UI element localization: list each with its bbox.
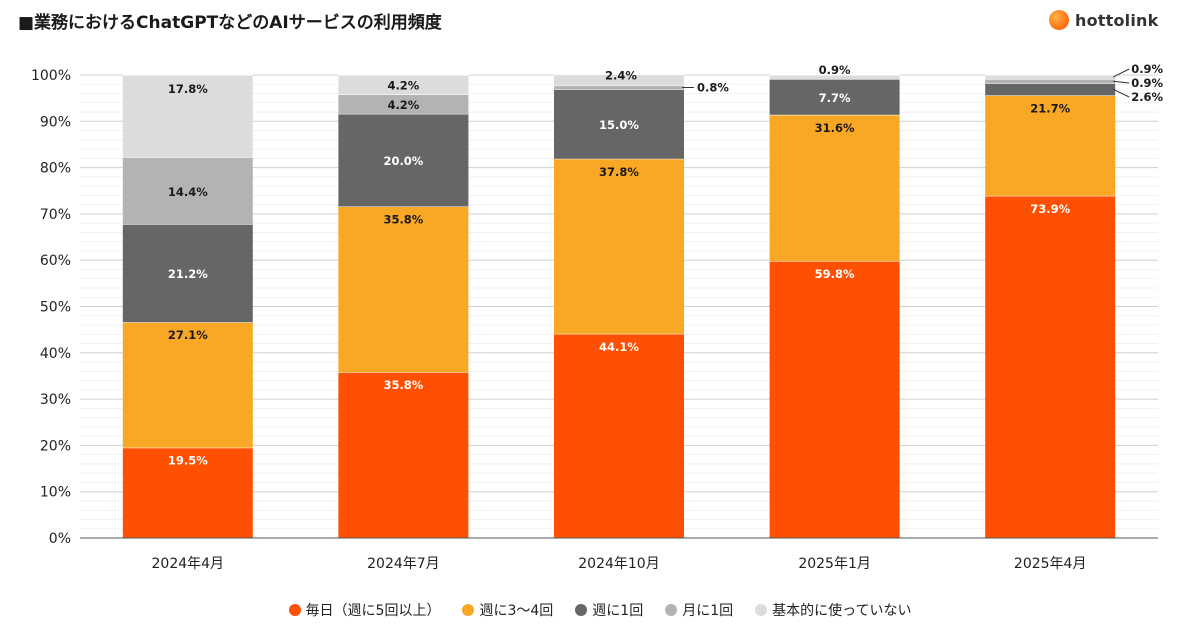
- data-label: 14.4%: [168, 185, 208, 199]
- callout-leader-line: [1113, 80, 1130, 84]
- brand-name: hottolink: [1075, 10, 1159, 30]
- bar-segment: [769, 79, 900, 115]
- data-label: 0.9%: [1131, 62, 1163, 76]
- bar-segment: [338, 372, 469, 538]
- data-label: 59.8%: [815, 267, 855, 281]
- data-label: 2.6%: [1131, 90, 1163, 104]
- y-tick-label: 50%: [40, 300, 71, 316]
- legend-label: 基本的に使っていない: [772, 603, 912, 619]
- y-tick-label: 80%: [40, 161, 71, 177]
- bar-segment: [338, 94, 469, 114]
- legend-label: 月に1回: [682, 603, 734, 619]
- data-label: 21.7%: [1030, 101, 1070, 115]
- data-label: 0.9%: [819, 63, 851, 77]
- bar-segment: [769, 75, 900, 80]
- legend-item: 週に1回: [575, 600, 643, 620]
- brand-logo: hottolink: [1049, 10, 1158, 30]
- bar-segment: [554, 89, 684, 159]
- data-label: 21.2%: [168, 267, 208, 281]
- bar-segment: [122, 447, 253, 538]
- data-label: 27.1%: [168, 328, 208, 342]
- bar-segment: [554, 85, 684, 90]
- y-tick-label: 10%: [40, 485, 71, 501]
- data-label: 15.0%: [599, 118, 639, 132]
- chart-legend: 毎日（週に5回以上） 週に3〜4回 週に1回 月に1回 基本的に使っていない: [0, 600, 1200, 620]
- bar-segment: [338, 113, 469, 207]
- legend-label: 週に1回: [592, 603, 644, 619]
- callout-leader-line: [1112, 88, 1130, 98]
- bar-segment: [985, 83, 1116, 96]
- data-label: 73.9%: [1030, 202, 1070, 216]
- bar-segment: [769, 114, 900, 262]
- data-label: 19.5%: [168, 454, 208, 468]
- bar-segment: [338, 75, 469, 95]
- y-tick-label: 90%: [40, 114, 71, 130]
- bar-segment: [769, 261, 900, 538]
- x-tick-label: 2024年4月: [152, 556, 225, 572]
- bar-segment: [122, 224, 253, 323]
- chart-title: ■業務におけるChatGPTなどのAIサービスの利用頻度: [18, 13, 442, 33]
- legend-swatch-icon: [575, 604, 588, 616]
- bar-segment: [985, 95, 1116, 196]
- data-label: 2.4%: [605, 69, 637, 83]
- data-label: 4.2%: [387, 98, 419, 112]
- data-label: 4.2%: [387, 79, 419, 93]
- bar-segment: [122, 322, 253, 448]
- data-label: 35.8%: [383, 212, 423, 226]
- legend-swatch-icon: [288, 604, 301, 616]
- data-label: 31.6%: [815, 121, 855, 135]
- x-tick-label: 2025年4月: [1014, 556, 1087, 572]
- legend-item: 基本的に使っていない: [755, 600, 911, 620]
- data-label: 35.8%: [383, 378, 423, 392]
- legend-swatch-icon: [665, 604, 678, 616]
- data-label: 17.8%: [168, 82, 208, 96]
- legend-item: 毎日（週に5回以上）: [288, 600, 441, 620]
- y-tick-label: 70%: [40, 207, 71, 223]
- y-tick-label: 0%: [49, 531, 71, 547]
- bar-segment: [554, 158, 684, 334]
- bar-segment: [338, 206, 469, 373]
- data-label: 0.9%: [1131, 76, 1163, 90]
- x-tick-label: 2024年7月: [367, 556, 440, 572]
- data-label: 20.0%: [383, 154, 423, 168]
- y-tick-label: 30%: [40, 392, 71, 408]
- legend-label: 週に3〜4回: [479, 603, 554, 619]
- y-tick-label: 40%: [40, 346, 71, 362]
- data-label: 37.8%: [599, 165, 639, 179]
- stacked-bar-chart: 0% 10% 20% 30% 40% 50% 60% 70% 80% 90% 100% 19.5% 27…: [31, 62, 1164, 572]
- legend-label: 毎日（週に5回以上）: [305, 603, 441, 619]
- data-label: 0.8%: [697, 81, 729, 95]
- legend-item: 月に1回: [665, 600, 733, 620]
- bar-segment: [122, 157, 253, 225]
- brand-mark-icon: [1049, 10, 1069, 30]
- x-tick-label: 2024年10月: [578, 556, 659, 572]
- bar-segment: [985, 75, 1116, 80]
- legend-item: 週に3〜4回: [462, 600, 553, 620]
- bar-segment: [122, 75, 253, 158]
- bar-segment: [554, 74, 684, 86]
- bar-segment: [554, 333, 684, 538]
- y-tick-label: 20%: [40, 438, 71, 454]
- bar-segment: [985, 79, 1116, 84]
- legend-swatch-icon: [755, 604, 768, 616]
- y-tick-label: 60%: [40, 253, 71, 269]
- data-label: 7.7%: [819, 91, 851, 105]
- y-tick-label: 100%: [31, 68, 71, 84]
- data-label: 44.1%: [599, 340, 639, 354]
- legend-swatch-icon: [462, 604, 475, 616]
- bar-segment: [985, 195, 1116, 538]
- callout-leader-line: [1112, 68, 1130, 78]
- x-tick-label: 2025年1月: [798, 556, 871, 572]
